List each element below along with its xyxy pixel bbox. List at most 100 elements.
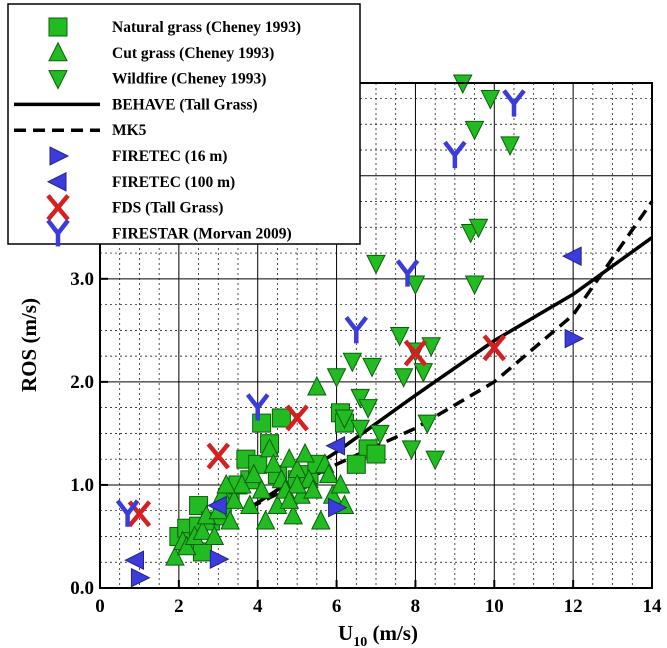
point-firestar-morvan-2009 bbox=[395, 259, 420, 287]
legend-marker bbox=[48, 70, 68, 90]
point-firestar-morvan-2009 bbox=[443, 140, 467, 169]
point-cut-grass-cheney-1993 bbox=[204, 525, 225, 545]
point-cut-grass-cheney-1993 bbox=[165, 545, 185, 566]
point-firetec-100-m bbox=[207, 495, 227, 516]
point-cut-grass-cheney-1993 bbox=[216, 473, 236, 494]
point-firestar-morvan-2009 bbox=[344, 315, 369, 344]
legend-entry-cut-grass-cheney-1993: Cut grass (Cheney 1993) bbox=[48, 41, 274, 62]
y-axis-ticks: 0.0 1.0 2.0 3.0 bbox=[70, 269, 108, 599]
point-natural-grass-cheney-1993 bbox=[346, 454, 366, 474]
legend-marker bbox=[49, 146, 70, 166]
legend-label: BEHAVE (Tall Grass) bbox=[112, 96, 258, 113]
legend-label: Wildfire (Cheney 1993) bbox=[112, 71, 266, 88]
point-cut-grass-cheney-1993 bbox=[224, 489, 244, 509]
legend-entry-wildfire-cheney-1993: Wildfire (Cheney 1993) bbox=[48, 70, 266, 90]
point-natural-grass-cheney-1993 bbox=[366, 444, 386, 464]
x-tick-label: 6 bbox=[332, 596, 342, 617]
x-tick-label: 10 bbox=[485, 596, 504, 617]
legend-marker bbox=[46, 171, 67, 192]
legend-entry-firetec-100-m: FIRETEC (100 m) bbox=[46, 171, 235, 192]
point-cut-grass-cheney-1993 bbox=[176, 535, 197, 556]
point-fds-tall-grass bbox=[206, 442, 231, 470]
x-tick-label: 8 bbox=[411, 596, 421, 617]
point-cut-grass-cheney-1993 bbox=[263, 453, 284, 473]
point-wildfire-cheney-1993 bbox=[342, 352, 363, 373]
point-cut-grass-cheney-1993 bbox=[220, 509, 240, 530]
point-cut-grass-cheney-1993 bbox=[279, 489, 300, 509]
point-firetec-16-m bbox=[564, 328, 585, 349]
point-cut-grass-cheney-1993 bbox=[283, 504, 304, 525]
point-cut-grass-cheney-1993 bbox=[287, 473, 307, 494]
point-natural-grass-cheney-1993 bbox=[252, 413, 272, 433]
point-wildfire-cheney-1993 bbox=[468, 218, 489, 239]
point-natural-grass-cheney-1993 bbox=[193, 542, 213, 562]
point-cut-grass-cheney-1993 bbox=[255, 509, 276, 530]
y-tick-label: 3.0 bbox=[70, 269, 94, 290]
legend-marker bbox=[48, 41, 68, 62]
point-wildfire-cheney-1993 bbox=[413, 363, 434, 383]
data-markers bbox=[115, 74, 585, 588]
legend: Natural grass (Cheney 1993) Cut grass (Ch… bbox=[7, 3, 361, 247]
point-firestar-morvan-2009 bbox=[115, 499, 140, 527]
legend-entry-firetec-16-m: FIRETEC (16 m) bbox=[49, 146, 227, 166]
legend-label: Cut grass (Cheney 1993) bbox=[112, 45, 274, 62]
point-firetec-16-m bbox=[328, 497, 348, 518]
point-firetec-16-m bbox=[130, 567, 151, 588]
point-cut-grass-cheney-1993 bbox=[295, 442, 315, 463]
point-wildfire-cheney-1993 bbox=[389, 327, 410, 347]
x-axis-ticks: 0 2 4 6 8 10 12 14 bbox=[95, 580, 662, 617]
legend-entry-behave-tall-grass: BEHAVE (Tall Grass) bbox=[14, 96, 258, 113]
point-cut-grass-cheney-1993 bbox=[259, 437, 280, 458]
point-cut-grass-cheney-1993 bbox=[243, 463, 264, 484]
point-firetec-16-m bbox=[209, 549, 230, 569]
point-wildfire-cheney-1993 bbox=[370, 424, 390, 445]
x-tick-label: 0 bbox=[95, 596, 105, 617]
x-tick-label: 14 bbox=[643, 596, 663, 617]
legend-entry-mk5: MK5 bbox=[14, 122, 147, 139]
legend-label: FIRESTAR (Morvan 2009) bbox=[112, 225, 292, 242]
legend-label: FIRETEC (100 m) bbox=[112, 174, 235, 191]
x-tick-label: 2 bbox=[174, 596, 184, 617]
point-cut-grass-cheney-1993 bbox=[240, 494, 260, 515]
point-cut-grass-cheney-1993 bbox=[330, 473, 351, 494]
point-wildfire-cheney-1993 bbox=[401, 440, 422, 460]
legend-entry-firestar-morvan-2009: FIRESTAR (Morvan 2009) bbox=[46, 219, 292, 247]
legend-marker bbox=[48, 17, 68, 37]
point-wildfire-cheney-1993 bbox=[393, 368, 414, 388]
legend-marker bbox=[46, 219, 70, 247]
point-cut-grass-cheney-1993 bbox=[318, 463, 339, 484]
legend-label: MK5 bbox=[112, 122, 147, 139]
x-tick-label: 4 bbox=[253, 596, 263, 617]
point-wildfire-cheney-1993 bbox=[350, 419, 371, 440]
point-firetec-100-m bbox=[124, 550, 144, 570]
point-wildfire-cheney-1993 bbox=[417, 414, 438, 435]
point-cut-grass-cheney-1993 bbox=[232, 473, 252, 494]
point-cut-grass-cheney-1993 bbox=[192, 520, 213, 540]
legend-marker bbox=[46, 194, 70, 222]
point-wildfire-cheney-1993 bbox=[425, 450, 445, 471]
point-cut-grass-cheney-1993 bbox=[307, 375, 327, 396]
point-wildfire-cheney-1993 bbox=[366, 254, 386, 275]
legend-label: Natural grass (Cheney 1993) bbox=[112, 19, 301, 36]
point-wildfire-cheney-1993 bbox=[421, 337, 442, 357]
point-firestar-morvan-2009 bbox=[245, 393, 270, 421]
point-wildfire-cheney-1993 bbox=[334, 409, 355, 430]
point-fds-tall-grass bbox=[482, 334, 507, 362]
legend-label: FDS (Tall Grass) bbox=[112, 200, 223, 217]
point-wildfire-cheney-1993 bbox=[358, 399, 378, 419]
y-axis-title: ROS (m/s) bbox=[17, 298, 41, 392]
y-tick-label: 1.0 bbox=[70, 475, 94, 496]
point-fds-tall-grass bbox=[285, 404, 309, 432]
legend-entry-fds-tall-grass: FDS (Tall Grass) bbox=[46, 194, 223, 222]
point-wildfire-cheney-1993 bbox=[350, 388, 371, 409]
plot-border bbox=[99, 82, 653, 589]
point-wildfire-cheney-1993 bbox=[464, 120, 485, 141]
point-firetec-100-m bbox=[562, 246, 582, 266]
point-wildfire-cheney-1993 bbox=[500, 136, 520, 156]
plot-frame bbox=[99, 82, 653, 589]
legend-entry-natural-grass-cheney-1993: Natural grass (Cheney 1993) bbox=[48, 17, 301, 37]
point-wildfire-cheney-1993 bbox=[326, 368, 347, 388]
y-tick-label: 0.0 bbox=[70, 578, 94, 599]
point-cut-grass-cheney-1993 bbox=[251, 478, 272, 499]
